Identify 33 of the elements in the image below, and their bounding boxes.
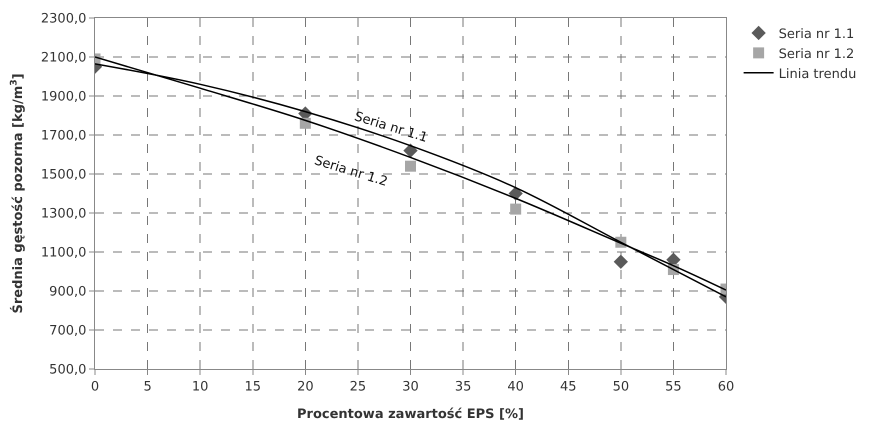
legend-label: Linia trendu (778, 66, 856, 82)
legend-label: Seria nr 1.1 (778, 27, 854, 42)
y-tick-label: 500,0 (49, 362, 86, 378)
x-tick-label: 35 (454, 380, 472, 395)
point (405, 160, 416, 172)
point (614, 254, 628, 269)
y-tick-label: 2300,0 (40, 12, 86, 27)
x-tick-label: 45 (560, 380, 577, 395)
y-tick-label: 1500,0 (40, 168, 86, 183)
x-tick-label: 10 (192, 380, 208, 395)
x-tick-label: 5 (143, 380, 152, 395)
point (403, 143, 418, 158)
y-tick-label: 2100,0 (40, 50, 86, 66)
x-axis-title: Procentowa zawartość EPS [%] (297, 407, 524, 422)
x-tick-label: 30 (402, 380, 419, 395)
x-tick-label: 50 (612, 380, 630, 395)
y-tick-label: 700,0 (49, 324, 86, 339)
x-tick-label: 60 (718, 380, 734, 395)
x-tick-label: 20 (297, 380, 314, 395)
y-tick-label: 1700,0 (40, 128, 86, 144)
x-tick-label: 25 (350, 380, 366, 395)
x-tick-label: 40 (507, 380, 524, 395)
x-tick-label: 15 (244, 380, 262, 395)
point (510, 204, 522, 215)
y-tick-label: 1300,0 (40, 206, 86, 222)
annotation: Seria nr 1.1 (352, 109, 430, 146)
annotation: Seria nr 1.2 (312, 153, 390, 190)
y-tick-label: 900,0 (49, 284, 86, 300)
x-tick-label: 0 (90, 380, 100, 395)
legend-label: Seria nr 1.2 (778, 46, 854, 62)
x-tick-label: 55 (665, 380, 682, 395)
y-tick-label: 1900,0 (40, 90, 86, 105)
y-tick-label: 1100,0 (40, 246, 86, 261)
